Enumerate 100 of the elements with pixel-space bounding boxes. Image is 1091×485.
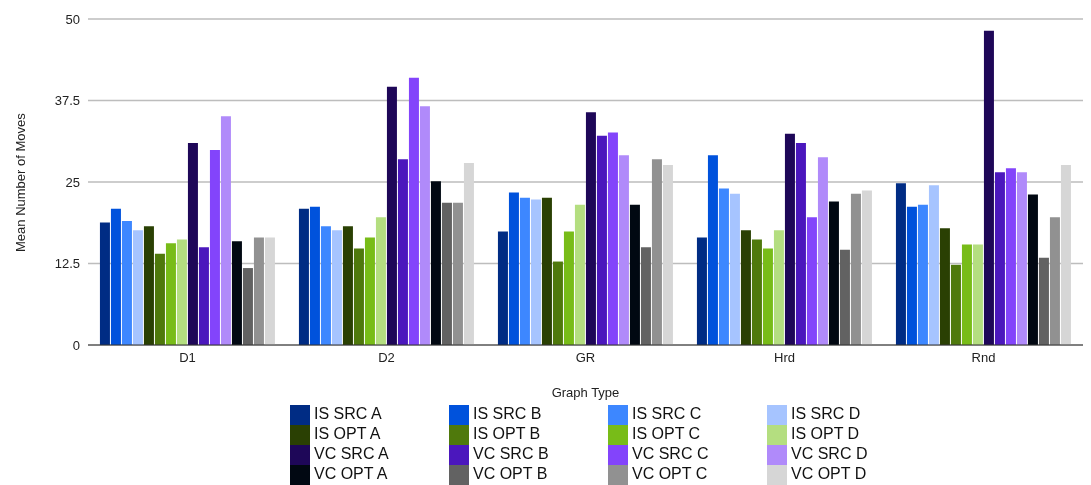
- bar: [906, 206, 917, 345]
- legend-label: IS OPT B: [473, 425, 542, 444]
- legend-label: VC OPT A: [314, 465, 389, 484]
- bar: [696, 237, 707, 345]
- bar: [596, 135, 607, 345]
- bar: [99, 222, 110, 345]
- x-tick-label: Hrd: [774, 350, 795, 366]
- bar: [121, 221, 132, 345]
- y-axis-title: Mean Number of Moves: [12, 112, 28, 252]
- x-tick-label: Rnd: [971, 350, 996, 366]
- bar: [242, 268, 253, 345]
- legend-label: VC SRC C: [632, 445, 710, 464]
- bar: [463, 163, 474, 345]
- bar: [585, 112, 596, 345]
- bar: [795, 142, 806, 345]
- bar: [1049, 217, 1060, 345]
- x-axis-title: Graph Type: [551, 385, 620, 400]
- bar: [618, 155, 629, 345]
- bar: [640, 247, 651, 345]
- bar: [861, 190, 872, 345]
- bar: [364, 237, 375, 345]
- bar: [707, 155, 718, 345]
- bar: [386, 86, 397, 345]
- bar: [1016, 172, 1027, 345]
- bar: [198, 247, 209, 345]
- bar: [353, 248, 364, 345]
- y-tick-label: 37.5: [54, 93, 80, 109]
- legend-label: VC OPT D: [791, 465, 868, 484]
- bar: [320, 226, 331, 345]
- bar: [751, 239, 762, 345]
- bar: [917, 204, 928, 345]
- bar: [508, 192, 519, 345]
- bar: [110, 208, 121, 345]
- bar: [176, 239, 187, 345]
- bar: [740, 230, 751, 345]
- x-tick-label: D1: [179, 350, 196, 366]
- y-tick-label: 25: [65, 174, 80, 190]
- bar: [309, 206, 320, 345]
- bar: [994, 172, 1005, 345]
- bar: [839, 249, 850, 345]
- bar: [408, 77, 419, 345]
- bar: [773, 230, 784, 345]
- bar: [961, 244, 972, 345]
- bar: [983, 30, 994, 345]
- bar: [530, 199, 541, 345]
- bar: [574, 204, 585, 345]
- bar: [817, 157, 828, 345]
- bar: [806, 217, 817, 345]
- y-tick-label: 12.5: [54, 256, 80, 272]
- bar: [231, 241, 242, 345]
- bar: [651, 159, 662, 345]
- bar: [1027, 194, 1038, 345]
- bar: [928, 185, 939, 345]
- bar: [397, 159, 408, 345]
- bar: [662, 165, 673, 345]
- bar: [165, 243, 176, 345]
- bar: [187, 142, 198, 345]
- bar: [729, 193, 740, 345]
- bar: [419, 106, 430, 345]
- bar: [253, 237, 264, 345]
- bar: [143, 226, 154, 345]
- bar: [541, 197, 552, 345]
- bar: [850, 193, 861, 345]
- bar: [497, 231, 508, 345]
- bar: [1038, 257, 1049, 345]
- y-tick-label: 50: [65, 11, 80, 27]
- legend-label: IS SRC D: [791, 405, 862, 424]
- bar: [784, 133, 795, 345]
- bar: [895, 183, 906, 345]
- bar: [375, 217, 386, 345]
- bar: [762, 248, 773, 345]
- bar: [441, 202, 452, 345]
- bar: [519, 197, 530, 345]
- bar: [1005, 168, 1016, 345]
- legend-label: IS SRC C: [632, 405, 703, 424]
- bar: [264, 237, 275, 345]
- bar: [563, 231, 574, 345]
- bar: [939, 228, 950, 345]
- legend-label: VC SRC D: [791, 445, 869, 464]
- bar: [331, 230, 342, 345]
- bar: [1060, 165, 1071, 345]
- bar: [629, 204, 640, 345]
- x-tick-label: GR: [575, 350, 596, 366]
- bar: [607, 132, 618, 345]
- legend-label: IS OPT C: [632, 425, 702, 444]
- legend-label: IS OPT D: [791, 425, 861, 444]
- bar: [430, 181, 441, 345]
- bar: [342, 226, 353, 345]
- bar: [950, 264, 961, 345]
- bar: [452, 202, 463, 345]
- legend-label: VC SRC A: [314, 445, 390, 464]
- y-tick-label: 0: [72, 337, 80, 353]
- bar: [209, 150, 220, 345]
- legend-label: VC SRC B: [473, 445, 550, 464]
- legend-label: IS SRC A: [314, 405, 383, 424]
- bar: [718, 188, 729, 345]
- bar: [154, 253, 165, 345]
- bar: [220, 116, 231, 345]
- legend-label: VC OPT C: [632, 465, 709, 484]
- legend-label: IS SRC B: [473, 405, 543, 424]
